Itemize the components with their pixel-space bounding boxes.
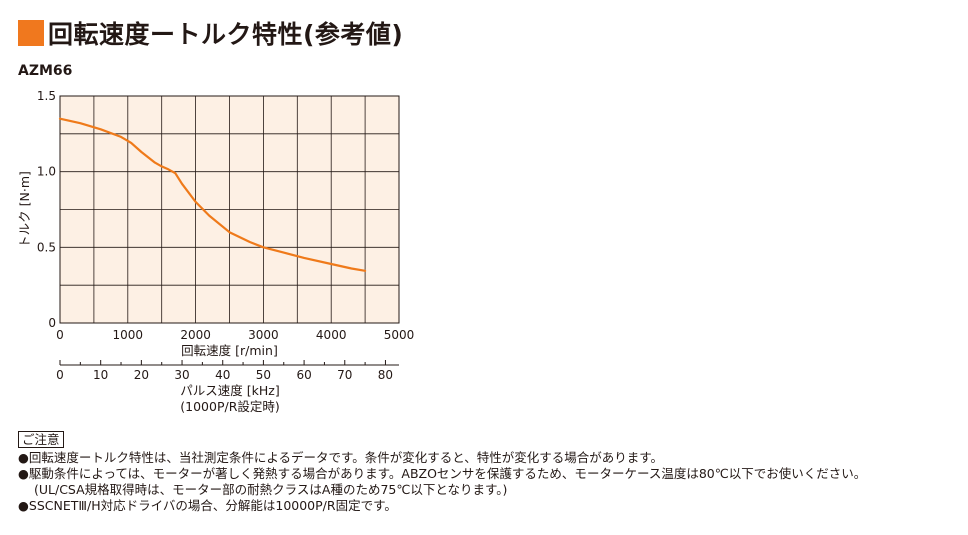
- y-axis-ticks: 0 0.5 1.0 1.5: [37, 89, 56, 330]
- x-tick-label: 3000: [248, 328, 279, 342]
- pulse-tick-label: 80: [378, 368, 393, 382]
- note-subitem: (UL/CSA規格取得時は、モーター部の耐熱クラスはA種のため75℃以下となりま…: [34, 482, 508, 497]
- x-tick-label: 1000: [113, 328, 144, 342]
- pulse-tick-label: 30: [174, 368, 189, 382]
- x-tick-label: 5000: [384, 328, 415, 342]
- page-title-text: 回転速度ートルク特性(参考値): [48, 20, 404, 49]
- pulse-tick-label: 50: [256, 368, 271, 382]
- y-tick-label: 0: [48, 316, 56, 330]
- pulse-tick-label: 60: [296, 368, 311, 382]
- y-tick-label: 1.0: [37, 165, 56, 179]
- y-axis-label: トルク [N·m]: [17, 171, 32, 248]
- note-item: ●SSCNETⅢ/H対応ドライバの場合、分解能は10000P/R固定です。: [18, 498, 397, 513]
- x-tick-label: 2000: [180, 328, 211, 342]
- pulse-tick-label: 70: [337, 368, 352, 382]
- x-axis-ticks: 0 1000 2000 3000 4000 5000: [56, 328, 414, 342]
- note-item: ●駆動条件によっては、モーターが著しく発熱する場合があります。ABZOセンサを保…: [18, 466, 867, 481]
- pulse-speed-axis: 0 10 20 30 40 50 60 70 80: [56, 360, 399, 382]
- torque-curve: [58, 117, 367, 272]
- grid-lines: [60, 96, 399, 323]
- pulse-tick-label: 20: [134, 368, 149, 382]
- model-name: AZM66: [18, 63, 73, 79]
- note-item: ●回転速度ートルク特性は、当社測定条件によるデータです。条件が変化すると、特性が…: [18, 450, 664, 465]
- plot-frame: [59, 95, 400, 324]
- y-tick-label: 0.5: [37, 240, 56, 254]
- pulse-speed-axis-note: (1000P/R設定時): [180, 399, 280, 414]
- pulse-speed-axis-label: パルス速度 [kHz]: [180, 383, 279, 398]
- page-title: 回転速度ートルク特性(参考値): [18, 15, 403, 51]
- pulse-tick-label: 10: [93, 368, 108, 382]
- pulse-tick-label: 0: [56, 368, 64, 382]
- title-square-marker: [18, 20, 44, 46]
- x-tick-label: 0: [56, 328, 64, 342]
- notes-heading: ご注意: [18, 431, 64, 448]
- y-tick-label: 1.5: [37, 89, 56, 103]
- x-axis-label: 回転速度 [r/min]: [181, 343, 278, 358]
- x-tick-label: 4000: [316, 328, 347, 342]
- pulse-tick-label: 40: [215, 368, 230, 382]
- notes-section: ご注意 ●回転速度ートルク特性は、当社測定条件によるデータです。条件が変化すると…: [18, 431, 958, 514]
- torque-speed-chart: 0 0.5 1.0 1.5 0 1000 2000 3000 4000 5000 回転速度 [r…: [17, 89, 414, 414]
